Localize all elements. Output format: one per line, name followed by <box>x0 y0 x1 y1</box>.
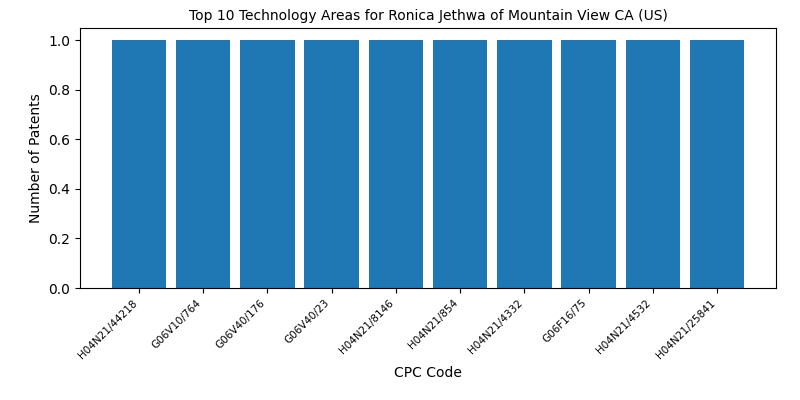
Bar <box>240 40 294 288</box>
Title: Top 10 Technology Areas for Ronica Jethwa of Mountain View CA (US): Top 10 Technology Areas for Ronica Jethw… <box>189 9 667 23</box>
Bar <box>433 40 487 288</box>
Y-axis label: Number of Patents: Number of Patents <box>29 93 42 223</box>
Bar <box>690 40 744 288</box>
Bar <box>626 40 680 288</box>
Bar <box>562 40 616 288</box>
Bar <box>176 40 230 288</box>
Bar <box>112 40 166 288</box>
Bar <box>369 40 423 288</box>
Bar <box>497 40 552 288</box>
Bar <box>304 40 359 288</box>
X-axis label: CPC Code: CPC Code <box>394 366 462 380</box>
